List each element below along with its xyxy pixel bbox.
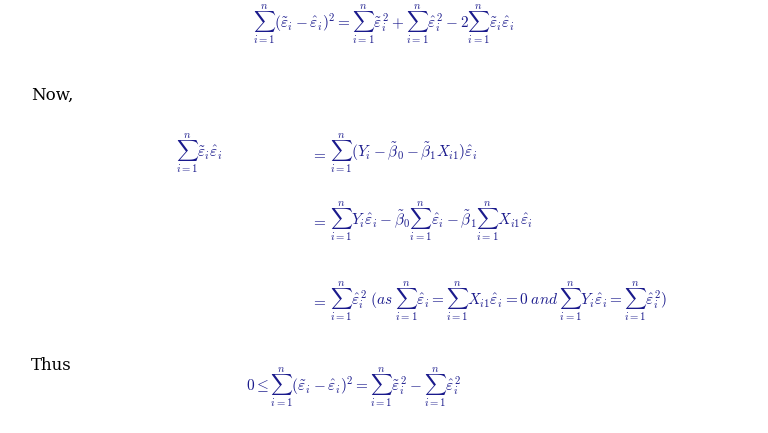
Text: $\sum_{i=1}^{n}\hat{\varepsilon}_i^{\,2}\;(\mathit{as}\;\sum_{i=1}^{n}\hat{\vare: $\sum_{i=1}^{n}\hat{\varepsilon}_i^{\,2}… — [330, 279, 667, 323]
Text: $\sum_{i=1}^{n}Y_i\hat{\varepsilon}_i - \tilde{\beta}_0\sum_{i=1}^{n}\hat{\varep: $\sum_{i=1}^{n}Y_i\hat{\varepsilon}_i - … — [330, 199, 533, 242]
Text: $\sum_{i=1}^{n}(Y_i - \tilde{\beta}_0 - \tilde{\beta}_1 X_{i1})\hat{\varepsilon}: $\sum_{i=1}^{n}(Y_i - \tilde{\beta}_0 - … — [330, 132, 478, 175]
Text: $0 \leq \sum_{i=1}^{n}(\tilde{\varepsilon}_i - \hat{\varepsilon}_i)^2 = \sum_{i=: $0 \leq \sum_{i=1}^{n}(\tilde{\varepsilo… — [246, 366, 461, 409]
Text: $=$: $=$ — [311, 147, 326, 161]
Text: $=$: $=$ — [311, 294, 326, 308]
Text: $\sum_{i=1}^{n}(\tilde{\varepsilon}_i - \hat{\varepsilon}_i)^2 = \sum_{i=1}^{n}\: $\sum_{i=1}^{n}(\tilde{\varepsilon}_i - … — [253, 2, 515, 45]
Text: Thus: Thus — [31, 357, 71, 375]
Text: $\sum_{i=1}^{n}\tilde{\varepsilon}_i\hat{\varepsilon}_i$: $\sum_{i=1}^{n}\tilde{\varepsilon}_i\hat… — [177, 132, 223, 175]
Text: $=$: $=$ — [311, 214, 326, 228]
Text: Now,: Now, — [31, 87, 73, 104]
